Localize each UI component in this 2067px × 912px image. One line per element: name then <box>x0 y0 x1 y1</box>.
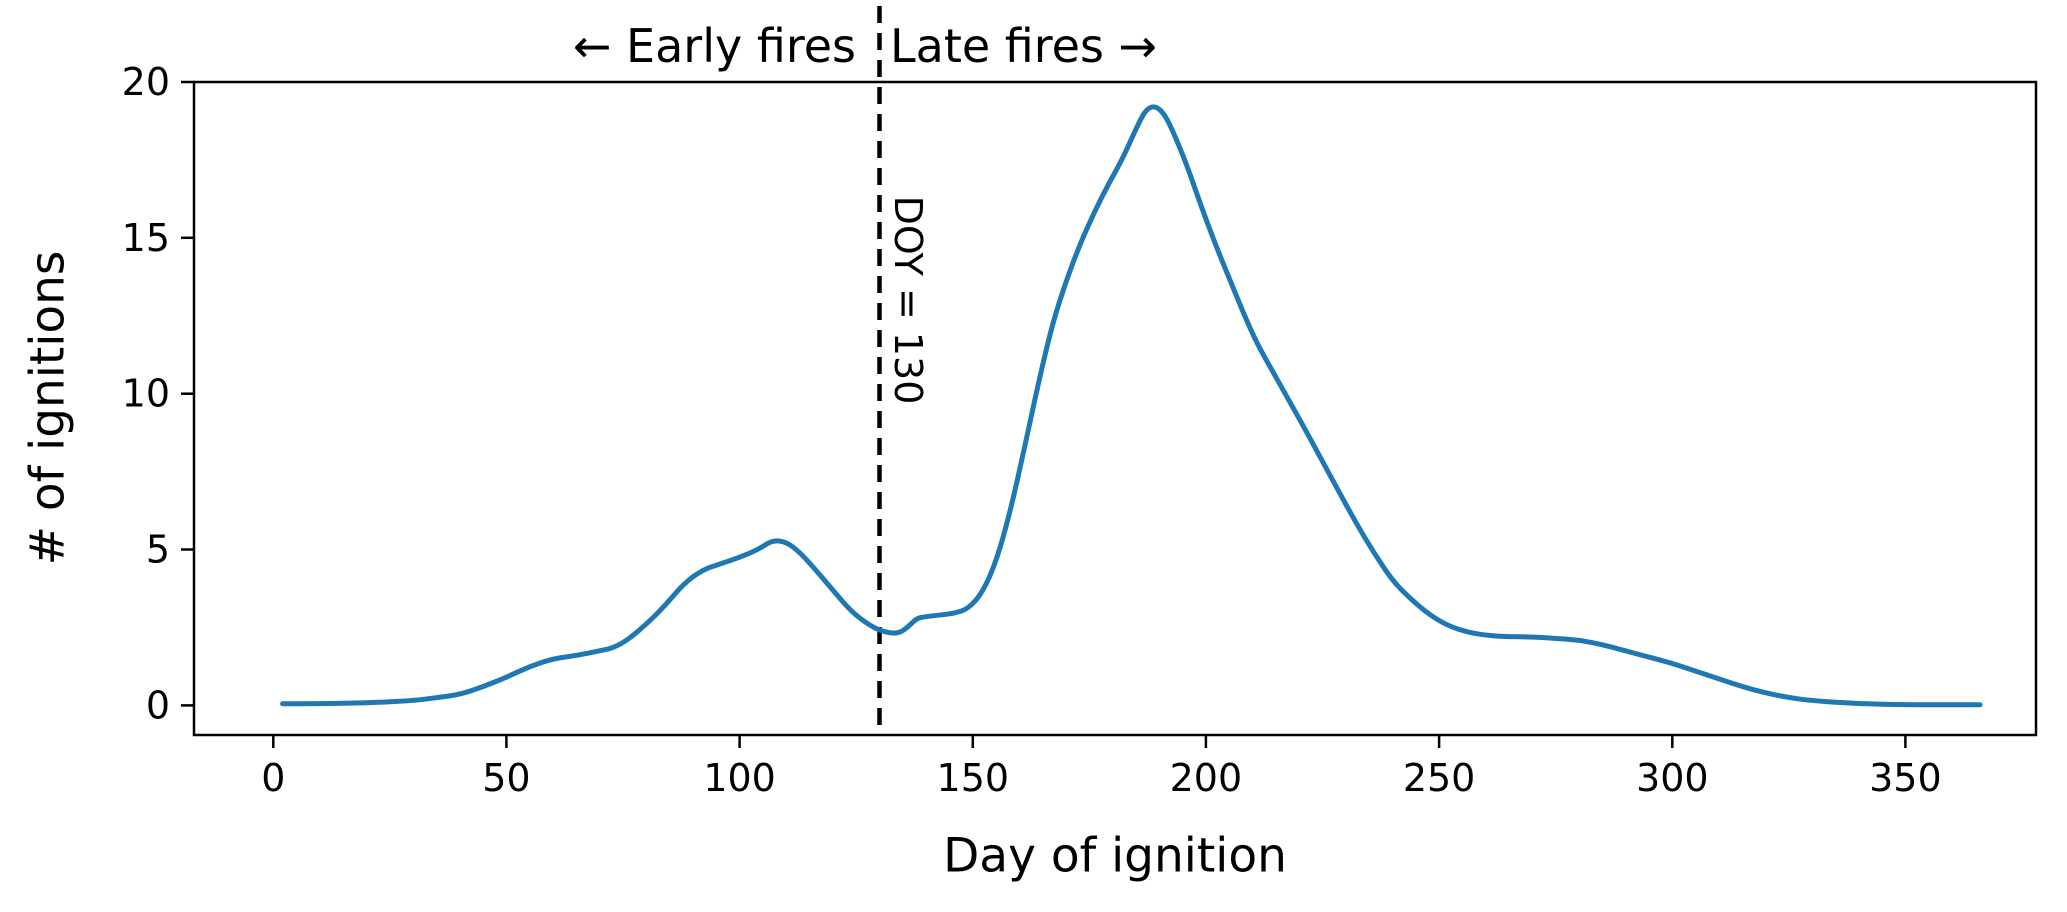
x-tick-label: 250 <box>1403 756 1476 800</box>
x-tick-label: 300 <box>1636 756 1709 800</box>
x-tick-label: 150 <box>937 756 1010 800</box>
x-axis-label: Day of ignition <box>943 828 1287 884</box>
y-tick-label: 20 <box>122 60 170 104</box>
y-tick-label: 5 <box>146 528 170 572</box>
x-tick-label: 200 <box>1170 756 1243 800</box>
annotation-late-fires: Late fires → <box>890 19 1158 73</box>
annotation-early-fires: ← Early fires <box>572 19 856 73</box>
ignitions-line <box>280 104 1983 708</box>
y-tick-label: 15 <box>122 216 170 260</box>
y-tick-label: 0 <box>146 683 170 727</box>
x-tick-label: 0 <box>261 756 285 800</box>
x-tick-label: 350 <box>1869 756 1942 800</box>
y-tick-label: 10 <box>122 372 170 416</box>
vline-doy-label: DOY = 130 <box>886 195 930 405</box>
axes-frame <box>192 80 2038 737</box>
y-axis-label: # of ignitions <box>20 250 76 566</box>
x-tick-label: 100 <box>703 756 776 800</box>
x-tick-label: 50 <box>482 756 530 800</box>
